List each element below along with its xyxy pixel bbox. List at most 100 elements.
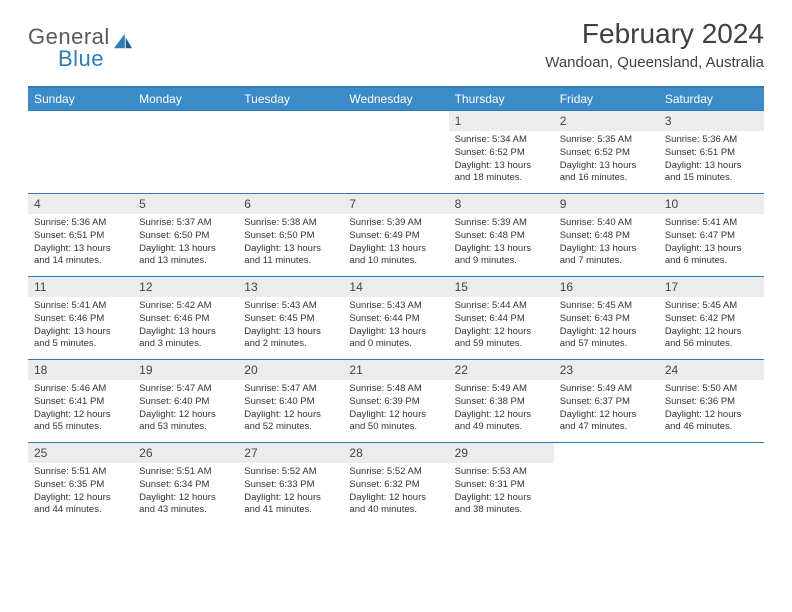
day-cell: 18Sunrise: 5:46 AMSunset: 6:41 PMDayligh… (28, 360, 133, 442)
day-number: 8 (449, 194, 554, 214)
day-cell: 26Sunrise: 5:51 AMSunset: 6:34 PMDayligh… (133, 443, 238, 525)
day-details: Sunrise: 5:42 AMSunset: 6:46 PMDaylight:… (133, 297, 238, 357)
day-cell: 16Sunrise: 5:45 AMSunset: 6:43 PMDayligh… (554, 277, 659, 359)
day-details: Sunrise: 5:47 AMSunset: 6:40 PMDaylight:… (238, 380, 343, 440)
day-cell: 1Sunrise: 5:34 AMSunset: 6:52 PMDaylight… (449, 111, 554, 193)
empty-cell (133, 111, 238, 193)
weekday-label: Thursday (449, 88, 554, 110)
day-number: 13 (238, 277, 343, 297)
day-details: Sunrise: 5:34 AMSunset: 6:52 PMDaylight:… (449, 131, 554, 191)
weekday-label: Tuesday (238, 88, 343, 110)
calendar: SundayMondayTuesdayWednesdayThursdayFrid… (28, 86, 764, 525)
empty-day-number (133, 111, 238, 131)
day-details: Sunrise: 5:36 AMSunset: 6:51 PMDaylight:… (659, 131, 764, 191)
day-details: Sunrise: 5:50 AMSunset: 6:36 PMDaylight:… (659, 380, 764, 440)
day-details: Sunrise: 5:41 AMSunset: 6:47 PMDaylight:… (659, 214, 764, 274)
week-row: 1Sunrise: 5:34 AMSunset: 6:52 PMDaylight… (28, 110, 764, 193)
day-cell: 27Sunrise: 5:52 AMSunset: 6:33 PMDayligh… (238, 443, 343, 525)
day-number: 3 (659, 111, 764, 131)
day-cell: 21Sunrise: 5:48 AMSunset: 6:39 PMDayligh… (343, 360, 448, 442)
day-number: 5 (133, 194, 238, 214)
day-details: Sunrise: 5:51 AMSunset: 6:34 PMDaylight:… (133, 463, 238, 523)
day-details: Sunrise: 5:44 AMSunset: 6:44 PMDaylight:… (449, 297, 554, 357)
empty-cell (659, 443, 764, 525)
empty-day-number (28, 111, 133, 131)
day-details: Sunrise: 5:39 AMSunset: 6:48 PMDaylight:… (449, 214, 554, 274)
day-cell: 9Sunrise: 5:40 AMSunset: 6:48 PMDaylight… (554, 194, 659, 276)
day-details: Sunrise: 5:40 AMSunset: 6:48 PMDaylight:… (554, 214, 659, 274)
day-details: Sunrise: 5:47 AMSunset: 6:40 PMDaylight:… (133, 380, 238, 440)
empty-cell (238, 111, 343, 193)
day-cell: 19Sunrise: 5:47 AMSunset: 6:40 PMDayligh… (133, 360, 238, 442)
day-number: 14 (343, 277, 448, 297)
day-number: 17 (659, 277, 764, 297)
empty-day-number (659, 443, 764, 463)
weeks-container: 1Sunrise: 5:34 AMSunset: 6:52 PMDaylight… (28, 110, 764, 525)
day-details: Sunrise: 5:52 AMSunset: 6:33 PMDaylight:… (238, 463, 343, 523)
day-details: Sunrise: 5:49 AMSunset: 6:37 PMDaylight:… (554, 380, 659, 440)
day-cell: 24Sunrise: 5:50 AMSunset: 6:36 PMDayligh… (659, 360, 764, 442)
day-number: 21 (343, 360, 448, 380)
logo-text-blue: Blue (58, 46, 104, 72)
logo: General Blue (28, 24, 134, 72)
day-number: 22 (449, 360, 554, 380)
week-row: 25Sunrise: 5:51 AMSunset: 6:35 PMDayligh… (28, 442, 764, 525)
day-number: 10 (659, 194, 764, 214)
day-number: 28 (343, 443, 448, 463)
day-number: 23 (554, 360, 659, 380)
day-number: 6 (238, 194, 343, 214)
weekday-label: Saturday (659, 88, 764, 110)
day-number: 4 (28, 194, 133, 214)
empty-day-number (343, 111, 448, 131)
weekday-label: Sunday (28, 88, 133, 110)
empty-cell (554, 443, 659, 525)
weekday-label: Monday (133, 88, 238, 110)
day-cell: 22Sunrise: 5:49 AMSunset: 6:38 PMDayligh… (449, 360, 554, 442)
day-number: 18 (28, 360, 133, 380)
day-cell: 20Sunrise: 5:47 AMSunset: 6:40 PMDayligh… (238, 360, 343, 442)
day-cell: 29Sunrise: 5:53 AMSunset: 6:31 PMDayligh… (449, 443, 554, 525)
day-details: Sunrise: 5:51 AMSunset: 6:35 PMDaylight:… (28, 463, 133, 523)
day-cell: 23Sunrise: 5:49 AMSunset: 6:37 PMDayligh… (554, 360, 659, 442)
day-details: Sunrise: 5:43 AMSunset: 6:44 PMDaylight:… (343, 297, 448, 357)
day-cell: 15Sunrise: 5:44 AMSunset: 6:44 PMDayligh… (449, 277, 554, 359)
day-cell: 28Sunrise: 5:52 AMSunset: 6:32 PMDayligh… (343, 443, 448, 525)
day-details: Sunrise: 5:53 AMSunset: 6:31 PMDaylight:… (449, 463, 554, 523)
day-cell: 17Sunrise: 5:45 AMSunset: 6:42 PMDayligh… (659, 277, 764, 359)
day-details: Sunrise: 5:49 AMSunset: 6:38 PMDaylight:… (449, 380, 554, 440)
empty-cell (28, 111, 133, 193)
month-title: February 2024 (545, 18, 764, 50)
empty-day-number (238, 111, 343, 131)
day-details: Sunrise: 5:48 AMSunset: 6:39 PMDaylight:… (343, 380, 448, 440)
day-details: Sunrise: 5:39 AMSunset: 6:49 PMDaylight:… (343, 214, 448, 274)
day-number: 9 (554, 194, 659, 214)
empty-day-number (554, 443, 659, 463)
day-number: 11 (28, 277, 133, 297)
day-details: Sunrise: 5:43 AMSunset: 6:45 PMDaylight:… (238, 297, 343, 357)
week-row: 18Sunrise: 5:46 AMSunset: 6:41 PMDayligh… (28, 359, 764, 442)
day-details: Sunrise: 5:36 AMSunset: 6:51 PMDaylight:… (28, 214, 133, 274)
logo-sail-icon (112, 32, 134, 50)
empty-cell (343, 111, 448, 193)
location: Wandoan, Queensland, Australia (545, 54, 764, 71)
weekday-label: Wednesday (343, 88, 448, 110)
day-cell: 13Sunrise: 5:43 AMSunset: 6:45 PMDayligh… (238, 277, 343, 359)
day-number: 24 (659, 360, 764, 380)
day-cell: 4Sunrise: 5:36 AMSunset: 6:51 PMDaylight… (28, 194, 133, 276)
day-details: Sunrise: 5:35 AMSunset: 6:52 PMDaylight:… (554, 131, 659, 191)
day-cell: 12Sunrise: 5:42 AMSunset: 6:46 PMDayligh… (133, 277, 238, 359)
day-number: 15 (449, 277, 554, 297)
day-cell: 5Sunrise: 5:37 AMSunset: 6:50 PMDaylight… (133, 194, 238, 276)
day-details: Sunrise: 5:52 AMSunset: 6:32 PMDaylight:… (343, 463, 448, 523)
day-cell: 10Sunrise: 5:41 AMSunset: 6:47 PMDayligh… (659, 194, 764, 276)
day-cell: 11Sunrise: 5:41 AMSunset: 6:46 PMDayligh… (28, 277, 133, 359)
day-cell: 2Sunrise: 5:35 AMSunset: 6:52 PMDaylight… (554, 111, 659, 193)
day-number: 27 (238, 443, 343, 463)
week-row: 11Sunrise: 5:41 AMSunset: 6:46 PMDayligh… (28, 276, 764, 359)
day-details: Sunrise: 5:45 AMSunset: 6:43 PMDaylight:… (554, 297, 659, 357)
day-cell: 7Sunrise: 5:39 AMSunset: 6:49 PMDaylight… (343, 194, 448, 276)
day-cell: 6Sunrise: 5:38 AMSunset: 6:50 PMDaylight… (238, 194, 343, 276)
header: General Blue February 2024 Wandoan, Quee… (28, 18, 764, 72)
day-cell: 3Sunrise: 5:36 AMSunset: 6:51 PMDaylight… (659, 111, 764, 193)
day-number: 7 (343, 194, 448, 214)
